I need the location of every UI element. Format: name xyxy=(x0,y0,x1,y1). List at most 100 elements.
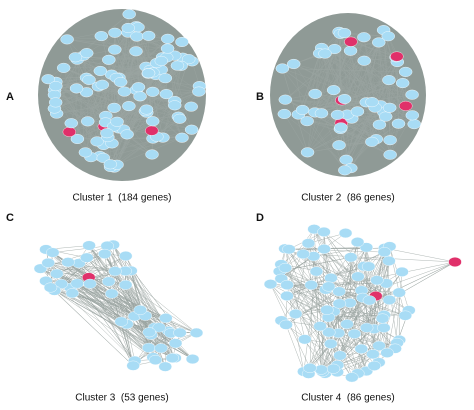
node xyxy=(309,266,324,277)
node xyxy=(173,113,187,124)
edge xyxy=(145,315,197,334)
edge xyxy=(55,72,149,87)
node xyxy=(287,58,301,69)
node xyxy=(344,252,358,263)
node xyxy=(117,86,132,97)
edge xyxy=(307,116,386,153)
node xyxy=(304,279,318,290)
edge xyxy=(45,249,156,361)
edge xyxy=(77,283,135,361)
edge xyxy=(71,107,115,124)
node xyxy=(93,65,108,76)
node xyxy=(139,104,154,115)
node xyxy=(175,36,189,47)
edge xyxy=(285,324,305,372)
edge xyxy=(303,253,456,263)
node xyxy=(360,322,374,333)
node xyxy=(301,238,316,249)
node xyxy=(146,116,160,127)
node xyxy=(189,327,204,338)
edge xyxy=(285,50,351,100)
node xyxy=(145,125,159,136)
edge xyxy=(86,257,126,286)
node xyxy=(326,85,341,96)
edge xyxy=(326,247,367,310)
edge xyxy=(285,291,340,325)
edge xyxy=(293,63,303,110)
node xyxy=(78,147,93,158)
edge xyxy=(125,284,181,333)
node xyxy=(366,349,380,360)
edge xyxy=(386,260,390,353)
edge xyxy=(302,53,320,111)
edge xyxy=(54,94,192,130)
node xyxy=(357,32,371,43)
edge xyxy=(333,42,379,91)
node xyxy=(324,338,338,349)
node xyxy=(165,352,180,363)
edge xyxy=(284,248,329,287)
node xyxy=(184,124,199,135)
node xyxy=(405,89,419,100)
edge xyxy=(350,41,397,58)
node xyxy=(64,118,78,129)
edge xyxy=(77,59,149,74)
node xyxy=(350,237,365,248)
edge xyxy=(357,241,390,301)
node xyxy=(359,242,374,253)
node xyxy=(383,135,397,146)
edge xyxy=(307,112,384,153)
node xyxy=(118,279,133,290)
node xyxy=(361,261,376,272)
node xyxy=(50,268,64,279)
node xyxy=(298,334,312,345)
node xyxy=(148,354,163,365)
node xyxy=(160,43,175,54)
node xyxy=(280,290,294,301)
node xyxy=(142,342,156,353)
node xyxy=(100,128,114,139)
node xyxy=(382,75,396,86)
node xyxy=(377,247,392,258)
edge xyxy=(366,247,375,329)
node xyxy=(391,118,406,129)
edge xyxy=(293,63,415,125)
edge xyxy=(366,57,397,103)
edge xyxy=(337,248,385,366)
node xyxy=(344,36,358,47)
node xyxy=(119,251,133,262)
node xyxy=(122,9,136,20)
node xyxy=(82,74,96,85)
node xyxy=(372,119,387,130)
node xyxy=(367,360,381,371)
node xyxy=(296,249,310,260)
edge xyxy=(279,271,384,328)
node xyxy=(107,102,121,113)
node xyxy=(351,271,365,282)
edge xyxy=(167,48,192,130)
node xyxy=(395,266,409,277)
node xyxy=(145,149,159,160)
node xyxy=(108,266,122,277)
node xyxy=(365,97,379,108)
edge xyxy=(50,287,134,366)
edge xyxy=(389,246,400,293)
edge xyxy=(313,229,317,272)
node xyxy=(278,94,293,105)
edge xyxy=(151,105,175,131)
node xyxy=(152,322,166,333)
node xyxy=(133,304,147,315)
edge xyxy=(350,124,380,169)
node xyxy=(41,74,55,85)
edge xyxy=(56,273,122,322)
edge xyxy=(389,83,403,141)
node xyxy=(340,319,354,330)
networks xyxy=(33,9,462,383)
node xyxy=(81,116,95,127)
node xyxy=(282,244,296,255)
edge xyxy=(86,92,98,142)
edge xyxy=(77,59,86,153)
edge xyxy=(90,112,147,158)
edge xyxy=(295,283,387,315)
